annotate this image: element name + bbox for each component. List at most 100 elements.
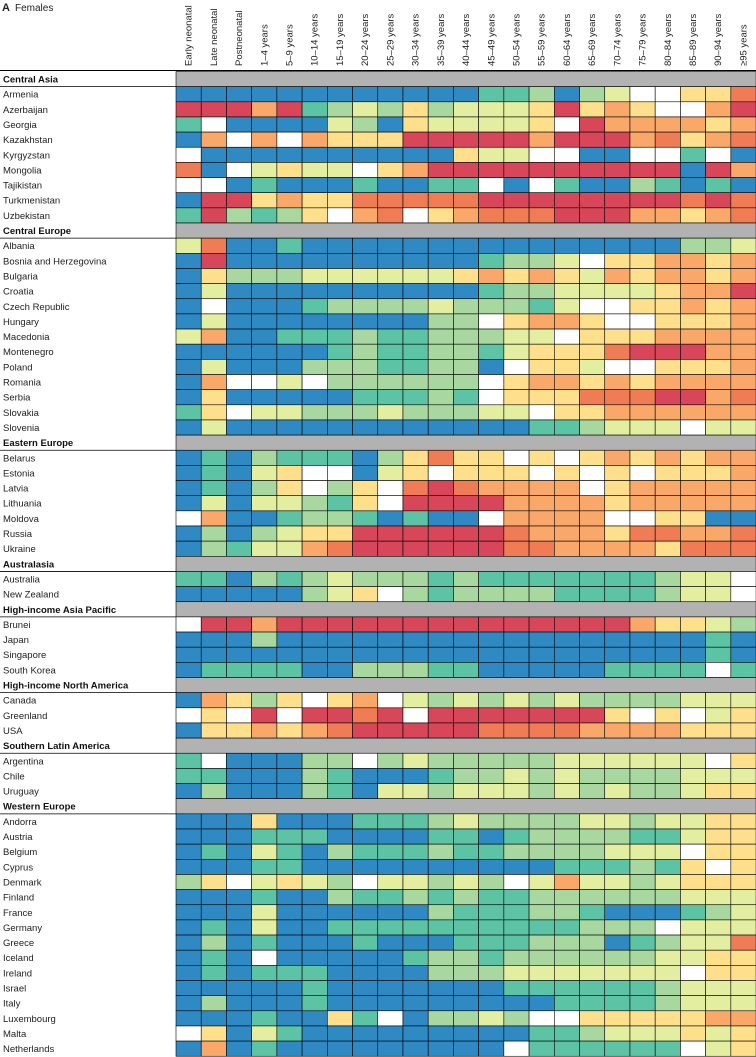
heatmap-cell (226, 101, 252, 118)
heatmap-cell (680, 752, 706, 769)
heatmap-cell (175, 207, 202, 224)
heatmap-cell (503, 374, 530, 390)
heatmap-cell (352, 116, 379, 133)
heatmap-cell (604, 449, 631, 466)
heatmap-cell (629, 131, 656, 148)
heatmap-cell (427, 495, 454, 512)
heatmap-cell (327, 389, 353, 406)
heatmap-cell (705, 131, 732, 148)
heatmap-cell (453, 828, 479, 845)
heatmap-cell (200, 192, 227, 209)
heatmap-cell (629, 631, 656, 648)
heatmap-cell (402, 510, 429, 527)
heatmap-cell (503, 586, 530, 603)
country-label: Luxembourg (3, 1014, 56, 1025)
heatmap-cell (730, 253, 756, 269)
heatmap-cell (327, 919, 353, 936)
heatmap-cell (377, 965, 404, 981)
heatmap-cell (251, 101, 278, 118)
heatmap-cell (528, 768, 555, 784)
heatmap-cell (503, 692, 530, 709)
heatmap-cell (730, 919, 756, 936)
heatmap-cell (503, 525, 530, 542)
country-label: Ukraine (3, 544, 36, 555)
heatmap-cell (200, 722, 227, 739)
region-header-band (175, 222, 756, 239)
heatmap-cell (453, 343, 479, 360)
heatmap-cell (604, 783, 631, 799)
heatmap-cell (705, 858, 732, 875)
country-label: Malta (3, 1029, 27, 1040)
heatmap-cell (705, 268, 732, 284)
heatmap-cell (629, 237, 656, 254)
heatmap-cell (604, 934, 631, 951)
heatmap-cell (730, 571, 756, 587)
heatmap-cell (629, 465, 656, 481)
heatmap-cell (579, 268, 606, 284)
heatmap-cell (251, 889, 278, 906)
heatmap-cell (427, 101, 454, 118)
heatmap-cell (453, 283, 479, 300)
heatmap-cell (427, 374, 454, 390)
heatmap-cell (352, 237, 379, 254)
heatmap-cell (478, 768, 505, 784)
heatmap-cell (503, 480, 530, 496)
heatmap-cell (730, 843, 756, 860)
heatmap-cell (654, 449, 681, 466)
heatmap-cell (579, 465, 606, 481)
heatmap-cell (327, 480, 353, 496)
heatmap-cell (478, 495, 505, 512)
heatmap-cell (200, 313, 227, 330)
heatmap-cell (629, 253, 656, 269)
heatmap-cell (327, 374, 353, 390)
heatmap-cell (604, 525, 631, 542)
heatmap-cell (276, 207, 303, 224)
heatmap-cell (553, 1010, 580, 1027)
heatmap-cell (377, 949, 404, 966)
heatmap-cell (352, 980, 379, 996)
country-label: Czech Republic (3, 302, 70, 313)
country-label: Finland (3, 893, 34, 904)
heatmap-cell (402, 752, 429, 769)
heatmap-cell (377, 1010, 404, 1027)
heatmap-cell (251, 828, 278, 845)
country-label: Armenia (3, 90, 39, 101)
heatmap-cell (528, 934, 555, 951)
heatmap-cell (453, 904, 479, 921)
country-label: Argentina (3, 756, 44, 767)
heatmap-cell (327, 510, 353, 527)
country-label: Bulgaria (3, 271, 39, 282)
heatmap-cell (553, 949, 580, 966)
heatmap-cell (251, 707, 278, 724)
heatmap-cell (175, 237, 202, 254)
heatmap-cell (629, 116, 656, 133)
heatmap-cell (654, 177, 681, 194)
heatmap-cell (402, 253, 429, 269)
heatmap-cell (301, 616, 328, 633)
region-label: High-income North America (3, 681, 129, 692)
heatmap-cell (251, 934, 278, 951)
heatmap-cell (175, 328, 202, 345)
heatmap-cell (503, 1010, 530, 1027)
heatmap-cell (579, 752, 606, 769)
heatmap-cell (453, 237, 479, 254)
heatmap-cell (503, 813, 530, 830)
heatmap-cell (528, 313, 555, 330)
heatmap-cell (301, 146, 328, 163)
heatmap-cell (453, 192, 479, 209)
heatmap-cell (478, 904, 505, 921)
heatmap-cell (503, 359, 530, 375)
country-label: Latvia (3, 484, 29, 495)
heatmap-cell (226, 904, 252, 921)
heatmap-cell (276, 889, 303, 906)
heatmap-cell (226, 495, 252, 512)
heatmap-cell (200, 343, 227, 360)
country-label: Serbia (3, 393, 31, 404)
heatmap-cell (654, 722, 681, 739)
heatmap-cell (553, 465, 580, 481)
heatmap-cell (705, 495, 732, 512)
heatmap-cell (629, 404, 656, 421)
heatmap-cell (377, 449, 404, 466)
region-header-band (175, 434, 756, 451)
heatmap-cell (730, 495, 756, 512)
